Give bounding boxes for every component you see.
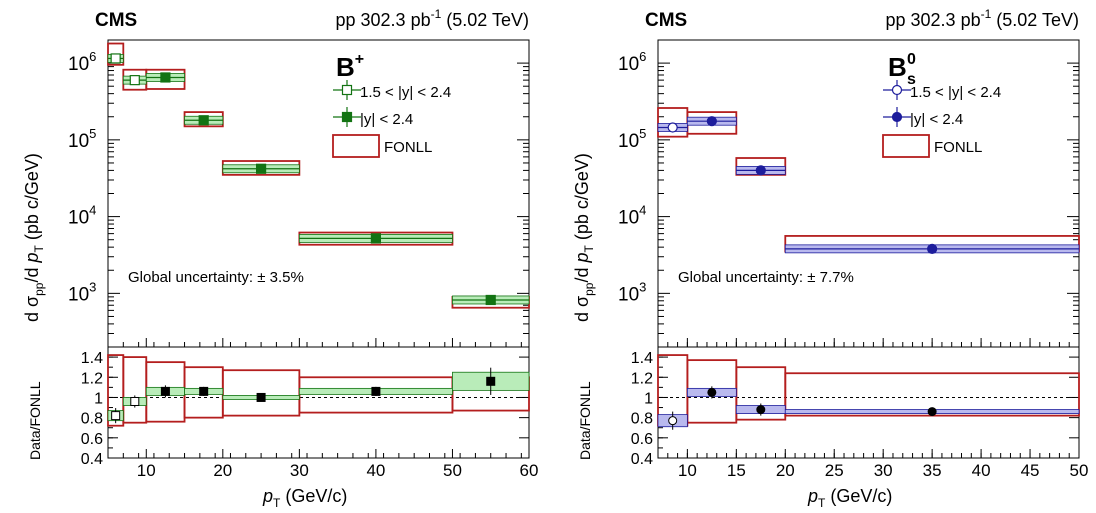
ratio-tick-label: 1.4 [81,350,103,367]
x-tick-label: 40 [366,461,385,480]
fonll-ratio-box [221,369,301,417]
legend-fonll-box [332,134,380,158]
data-point [198,115,209,126]
x-tick-label: 50 [443,461,462,480]
legend-label-central: |y| < 2.4 [360,111,413,128]
y-tick-label: 106 [618,49,646,75]
data-point [110,53,121,64]
ratio-point [256,392,266,402]
plot-panel: 10 15 20 25 30 35 40 45 501031041051060.40.60.81… [618,39,1089,480]
x-tick-label: 35 [923,461,942,480]
lumi-label: pp 302.3 pb-1 (5.02 TeV) [336,7,530,30]
ratio-point [927,407,937,417]
ratio-axis-label: Data/FONLL [27,381,43,460]
x-axis-label: pT (GeV/c) [807,486,892,510]
legend-label-forward: 1.5 < |y| < 2.4 [360,84,451,101]
particle-superscript: 0 [907,51,916,68]
main-frame [657,39,1080,348]
ratio-tick-label: 0.4 [81,451,103,468]
x-tick-label: 10 [137,461,156,480]
global-uncertainty: Global uncertainty: ± 7.7% [678,269,854,286]
experiment-label: CMS [95,10,137,31]
ratio-tick-label: 0.8 [81,411,103,428]
legend-label-central: |y| < 2.4 [910,111,963,128]
particle-subscript: s [907,71,916,88]
fonll-ratio-box [122,356,148,424]
data-point [667,122,678,133]
lumi-label: pp 302.3 pb-1 (5.02 TeV) [886,7,1080,30]
y-tick-label: 104 [618,203,646,229]
ratio-tick-label: 0.6 [631,431,653,448]
y-tick-label: 103 [618,279,646,305]
y-tick-label: 104 [68,203,96,229]
ratio-point [199,386,209,396]
legend-marker [341,84,353,96]
ratio-tick-label: 1 [644,390,653,407]
x-tick-label: 20 [776,461,795,480]
legend-fonll-box [882,134,930,158]
x-tick-label: 30 [874,461,893,480]
experiment-label: CMS [645,10,687,31]
y-tick-label: 105 [618,126,646,152]
left-panel: CMS pp 302.3 pb-1 (5.02 TeV) B+ Global u… [22,7,529,510]
legend-marker [891,84,903,96]
x-tick-label: 25 [825,461,844,480]
particle-label: B+ [336,51,364,82]
ratio-point [707,387,717,397]
legend-label-forward: 1.5 < |y| < 2.4 [910,84,1001,101]
y-tick-label: 103 [68,279,96,305]
x-tick-label: 40 [972,461,991,480]
particle-label: B [888,52,907,82]
plot-panel: 10 20 30 40 50 60 103 104 105 106 0.4 0.6 0.8 1 1.2 1.4 [68,39,539,480]
data-point [755,165,766,176]
data-point [927,243,938,254]
ratio-point [668,416,678,426]
ratio-tick-label: 1.2 [631,370,653,387]
ratio-axis-label: Data/FONLL [577,381,593,460]
ratio-tick-label: 0.8 [631,411,653,428]
ratio-tick-label: 1.2 [81,370,103,387]
legend-marker [891,111,903,123]
ratio-tick-label: 1 [94,390,103,407]
ratio-tick-label: 1.4 [631,350,653,367]
ratio-point [371,386,381,396]
ratio-point [160,386,170,396]
data-point [160,72,171,83]
ratio-frame [657,346,1080,459]
legend-label-fonll: FONLL [384,139,432,156]
legend-marker [341,111,353,123]
x-tick-label: 50 [1070,461,1089,480]
x-tick-label: 15 [727,461,746,480]
x-tick-label: 30 [290,461,309,480]
y-axis-label: d σpp/d pT (pb c/GeV) [572,153,596,322]
x-tick-label: 20 [213,461,232,480]
ratio-tick-label: 0.4 [631,451,653,468]
x-tick-label: 45 [1021,461,1040,480]
ratio-point [756,405,766,415]
x-axis-label: pT (GeV/c) [262,486,347,510]
x-tick-label: 60 [520,461,539,480]
data-point [255,163,267,174]
ratio-point [111,411,121,421]
ratio-frame [107,346,530,459]
ratio-point [486,376,496,386]
legend-label-fonll: FONLL [934,139,982,156]
y-tick-label: 105 [68,126,96,152]
data-point [370,233,382,244]
global-uncertainty: Global uncertainty: ± 3.5% [128,269,304,286]
data-point [706,116,717,127]
data-point [129,75,140,86]
y-tick-label: 106 [68,49,96,75]
data-point [485,294,496,306]
x-tick-label: 10 [678,461,697,480]
ratio-point [130,396,140,406]
y-axis-label: d σpp/d pT (pb c/GeV) [22,153,46,322]
ratio-tick-label: 0.6 [81,431,103,448]
right-panel: CMS pp 302.3 pb-1 (5.02 TeV) B 0 s Globa… [572,7,1079,510]
